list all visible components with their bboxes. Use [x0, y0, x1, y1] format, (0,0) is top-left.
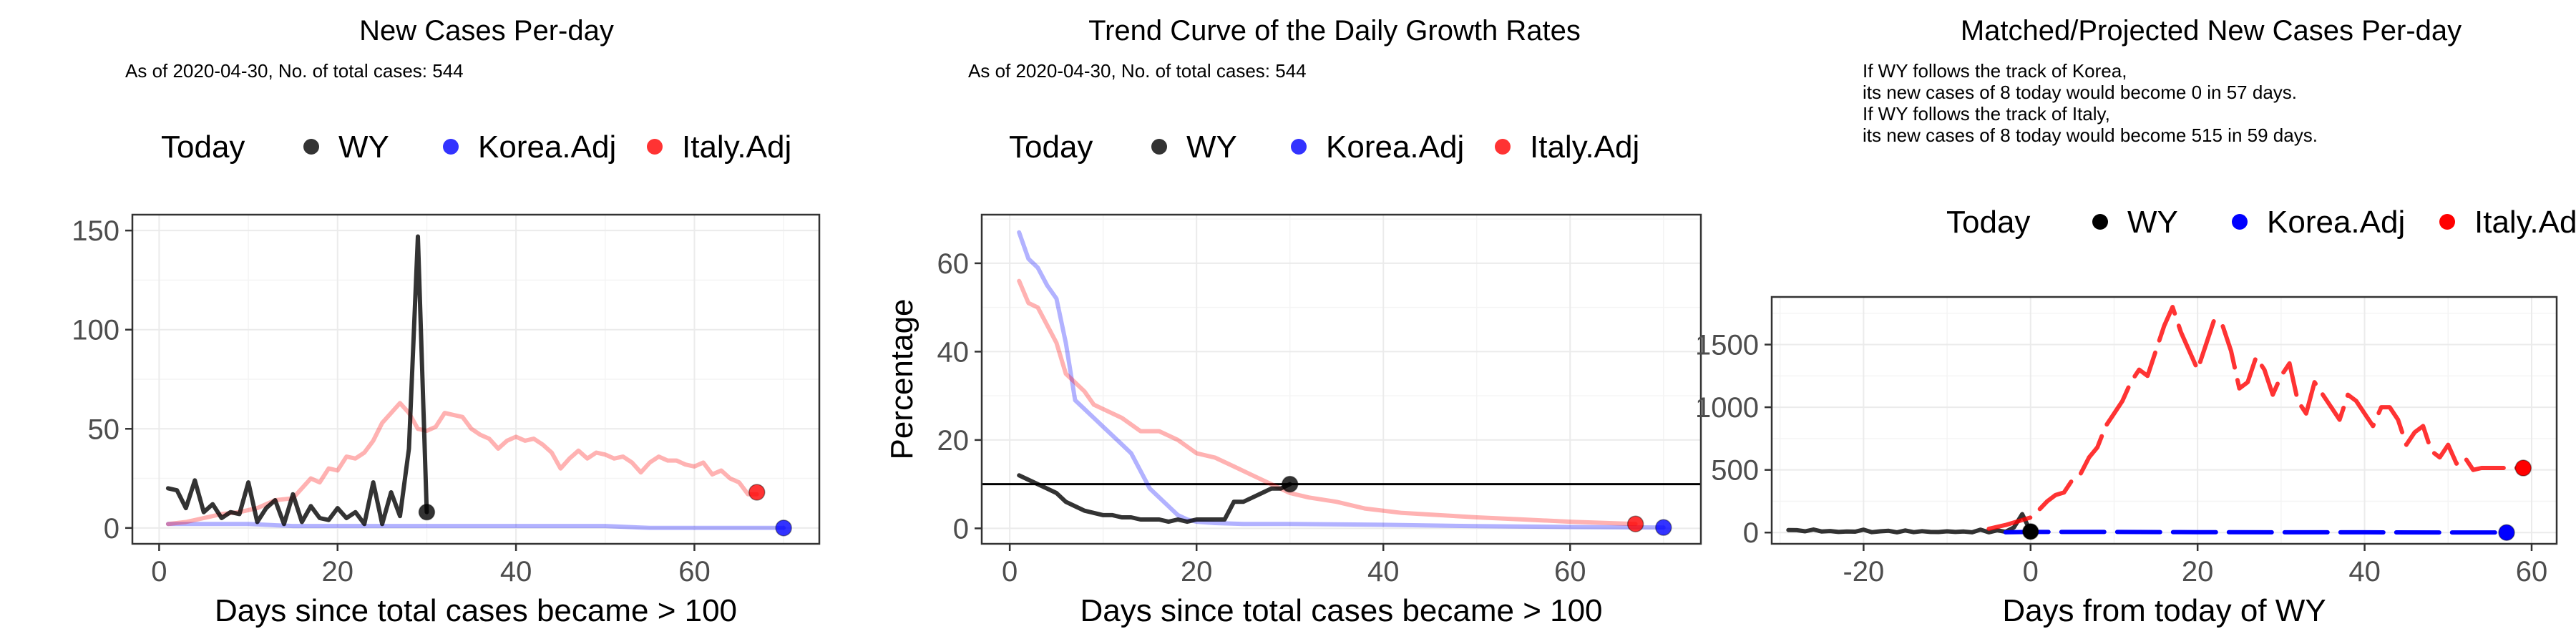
chart-legend: Today WY Korea.Adj Italy.Adj — [1946, 205, 2576, 240]
legend-label: Korea.Adj — [2267, 205, 2405, 240]
panel-border — [980, 213, 1702, 545]
legend-marker — [1495, 139, 1511, 155]
plot-area — [165, 234, 792, 537]
chart-note: As of 2020-04-30, No. of total cases: 54… — [968, 60, 1307, 82]
y-tick-label: 1500 — [1695, 330, 1759, 361]
legend-marker — [2439, 214, 2455, 230]
today-point-korea — [2498, 524, 2515, 541]
x-axis-title: Days since total cases became > 100 — [1080, 593, 1602, 628]
chart-legend: Today WY Korea.Adj Italy.Adj — [1009, 130, 1639, 165]
today-point-wy — [1281, 475, 1299, 493]
x-tick-label: 40 — [2348, 556, 2381, 587]
x-tick-label: -20 — [1843, 556, 1884, 587]
grid — [982, 215, 1701, 544]
chart-title: Matched/Projected New Cases Per-day — [1961, 15, 2462, 47]
chart-note: its new cases of 8 today would become 0 … — [1863, 82, 2297, 103]
x-tick-label: 20 — [2182, 556, 2214, 587]
chart-legend: Today WY Korea.Adj Italy.Adj — [161, 130, 791, 165]
legend-marker — [2092, 214, 2108, 230]
chart-note: its new cases of 8 today would become 51… — [1863, 125, 2318, 146]
legend-label: Korea.Adj — [478, 130, 616, 165]
today-point-korea — [775, 519, 792, 537]
y-tick-label: 20 — [937, 425, 970, 457]
x-tick-label: 60 — [678, 556, 711, 587]
plot-area — [982, 230, 1701, 536]
series-line-wy — [1786, 512, 2033, 535]
today-point-italy — [2514, 459, 2532, 477]
legend-marker — [1151, 139, 1167, 155]
today-point-italy — [748, 484, 766, 501]
legend-label: Italy.Adj — [682, 130, 791, 165]
legend-label: Italy.Adj — [1530, 130, 1639, 165]
x-tick-label: 40 — [500, 556, 532, 587]
x-tick-label: 20 — [1181, 556, 1213, 587]
grid — [1772, 297, 2557, 544]
x-tick-label: 60 — [1554, 556, 1586, 587]
x-tick-label: 0 — [1002, 556, 1018, 587]
series-line-korea — [165, 522, 786, 530]
legend-label: WY — [2127, 205, 2178, 240]
x-tick-label: 40 — [1367, 556, 1400, 587]
legend-marker — [1291, 139, 1307, 155]
y-tick-label: 1000 — [1695, 392, 1759, 424]
y-tick-label: 150 — [72, 215, 119, 247]
chart-note: If WY follows the track of Korea, — [1863, 60, 2127, 82]
x-axis-title: Days since total cases became > 100 — [215, 593, 737, 628]
y-tick-label: 0 — [1743, 517, 1759, 549]
y-tick-label: 500 — [1711, 455, 1759, 487]
panel-border — [131, 213, 821, 545]
today-point-wy — [2022, 523, 2039, 540]
chart-panel-3: Matched/Projected New Cases Per-day If WY… — [1695, 15, 2576, 628]
series-line-italy — [165, 401, 759, 527]
series-line-italy — [1986, 305, 2526, 531]
series-line-wy — [165, 234, 429, 527]
chart-title: New Cases Per-day — [359, 15, 614, 47]
today-point-italy — [1626, 515, 1644, 532]
y-tick-label: 40 — [937, 336, 970, 368]
y-axis-title: Percentage — [884, 298, 919, 459]
panel-border — [1770, 296, 2558, 545]
grid — [132, 215, 819, 544]
y-tick-label: 0 — [104, 513, 119, 545]
x-tick-label: 0 — [151, 556, 167, 587]
x-axis-title: Days from today of WY — [2002, 593, 2326, 628]
x-tick-label: 20 — [322, 556, 354, 587]
x-tick-label: 0 — [2023, 556, 2039, 587]
legend-marker — [647, 139, 663, 155]
legend-marker — [2232, 214, 2248, 230]
today-point-korea — [1655, 519, 1672, 536]
legend-heading: Today — [1946, 205, 2030, 240]
legend-heading: Today — [161, 130, 245, 165]
series-line-korea — [1017, 230, 1666, 530]
legend-label: WY — [1186, 130, 1237, 165]
series-line-wy — [1017, 473, 1292, 525]
today-point-wy — [418, 503, 436, 521]
legend-heading: Today — [1009, 130, 1093, 165]
legend-label: Italy.Adj — [2474, 205, 2576, 240]
plot-area — [1786, 305, 2532, 541]
y-tick-label: 60 — [937, 248, 970, 280]
chart-panel-1: New Cases Per-day As of 2020-04-30, No. o… — [72, 15, 821, 628]
legend-label: Korea.Adj — [1326, 130, 1464, 165]
y-tick-label: 100 — [72, 315, 119, 346]
chart-note: If WY follows the track of Italy, — [1863, 103, 2110, 125]
legend-marker — [443, 139, 459, 155]
chart-panel-2: Trend Curve of the Daily Growth Rates As … — [884, 15, 1702, 628]
legend-marker — [303, 139, 319, 155]
chart-note: As of 2020-04-30, No. of total cases: 54… — [125, 60, 464, 82]
chart-title: Trend Curve of the Daily Growth Rates — [1088, 15, 1581, 47]
series-line-italy — [1017, 278, 1638, 527]
x-tick-label: 60 — [2516, 556, 2548, 587]
legend-label: WY — [338, 130, 389, 165]
y-tick-label: 50 — [88, 414, 120, 445]
y-tick-label: 0 — [953, 513, 969, 545]
